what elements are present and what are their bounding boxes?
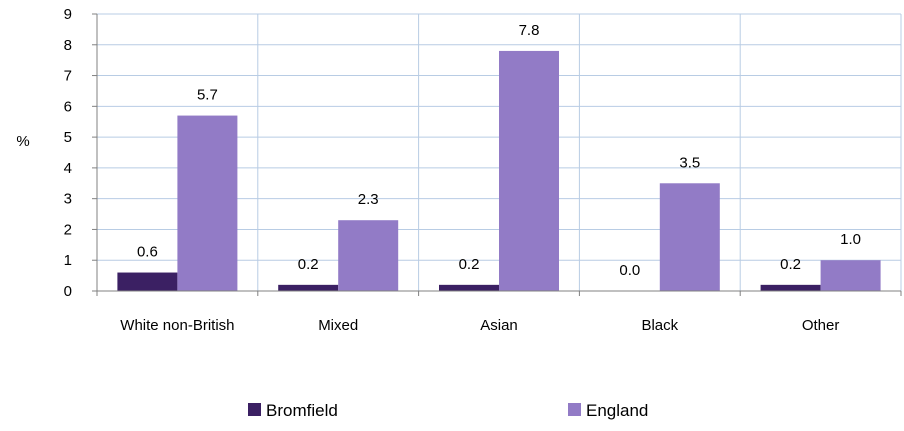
y-tick-label: 2 — [64, 221, 72, 238]
data-label-bromfield: 0.2 — [780, 256, 801, 273]
x-tick-label: Other — [802, 317, 840, 334]
bar-bromfield-asian — [439, 284, 499, 291]
y-tick-label: 3 — [64, 191, 72, 208]
x-tick-label: Asian — [480, 317, 518, 334]
y-tick-label: 1 — [64, 252, 72, 269]
y-axis-label: % — [16, 133, 29, 150]
x-tick-label: Mixed — [318, 317, 358, 334]
legend-label-bromfield: Bromfield — [266, 401, 338, 420]
legend-swatch-england — [568, 403, 581, 416]
x-tick-label: White non-British — [120, 317, 234, 334]
bar-england-asian — [499, 50, 559, 291]
legend-label-england: England — [586, 401, 648, 420]
y-tick-label: 4 — [64, 160, 72, 177]
data-label-bromfield: 0.2 — [298, 256, 319, 273]
bar-england-black — [659, 183, 720, 291]
y-tick-label: 6 — [64, 98, 72, 115]
data-label-bromfield: 0.2 — [459, 256, 480, 273]
data-label-england: 5.7 — [197, 87, 218, 104]
bar-england-other — [820, 260, 881, 291]
y-tick-label: 7 — [64, 68, 72, 85]
y-tick-label: 5 — [64, 129, 72, 146]
data-label-bromfield: 0.6 — [137, 244, 158, 261]
y-tick-label: 0 — [64, 283, 72, 300]
data-label-england: 7.8 — [519, 22, 540, 39]
legend-swatch-bromfield — [248, 403, 261, 416]
bar-england-mixed — [338, 220, 399, 291]
data-label-england: 1.0 — [840, 231, 861, 248]
data-label-bromfield: 0.0 — [619, 262, 640, 279]
data-label-england: 3.5 — [679, 154, 700, 171]
bar-england-white-non-british — [177, 115, 238, 291]
x-tick-label: Black — [641, 317, 678, 334]
y-tick-label: 8 — [64, 37, 72, 54]
y-tick-label: 9 — [64, 6, 72, 23]
bar-bromfield-other — [760, 284, 821, 291]
bar-bromfield-mixed — [278, 284, 339, 291]
data-label-england: 2.3 — [358, 191, 379, 208]
bar-bromfield-white-non-british — [117, 272, 178, 291]
